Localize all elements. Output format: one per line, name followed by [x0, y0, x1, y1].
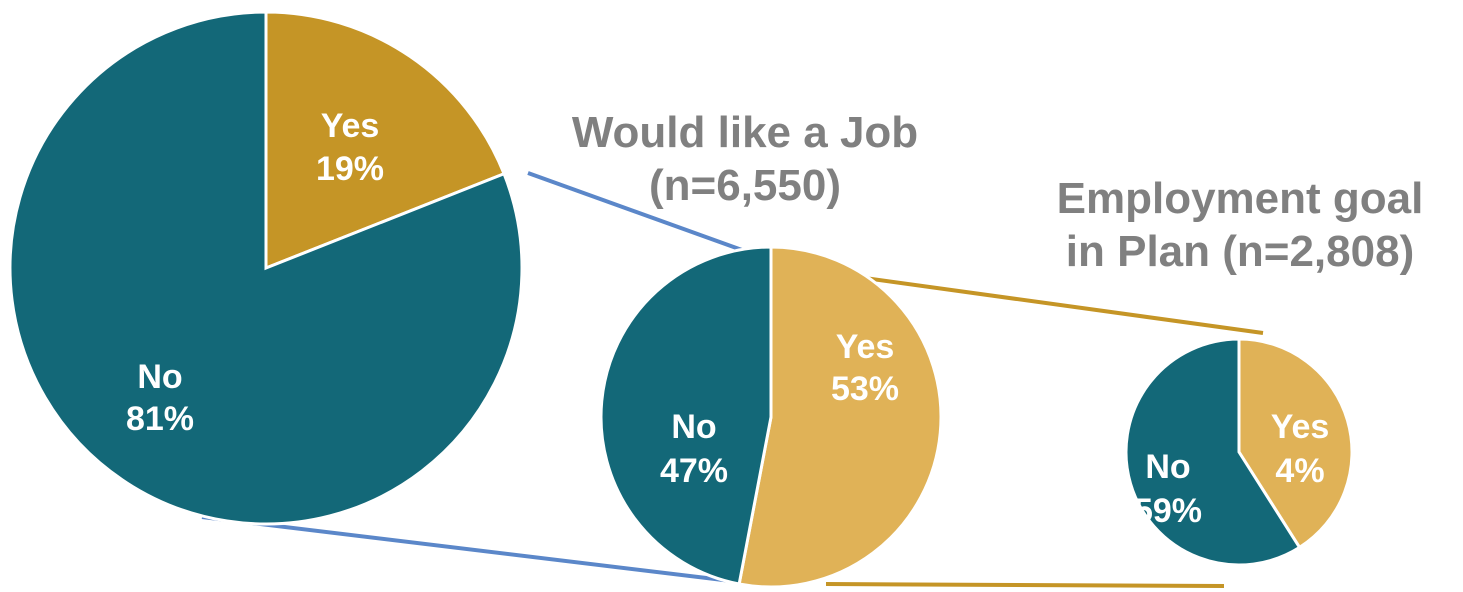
slice-percent-no: 81% — [126, 400, 194, 438]
pie-slice-no — [8, 10, 524, 526]
chart-subtitle-would-like-job: (n=6,550) — [649, 161, 841, 210]
slice-percent-yes: 53% — [831, 370, 899, 408]
slice-percent-no: 47% — [660, 452, 728, 490]
slice-label-yes: Yes — [1271, 408, 1330, 446]
chart-title-would-like-job: Would like a Job — [572, 108, 918, 157]
connector-line-bottom-blue — [201, 515, 749, 585]
pie-slice-yes — [264, 10, 506, 271]
pie-chart-employment-goal: Yes 4% No 59% — [1124, 337, 1354, 567]
pie-chart-overall: Yes 19% No 81% — [8, 10, 524, 526]
slice-label-no: No — [137, 358, 182, 396]
slice-label-yes: Yes — [836, 328, 895, 366]
chart-title-employment-goal: Employment goal — [1057, 174, 1424, 223]
slice-percent-no: 59% — [1134, 492, 1202, 530]
slice-label-no: No — [671, 408, 716, 446]
slice-percent-yes: 19% — [316, 150, 384, 188]
slice-percent-yes: 4% — [1275, 452, 1324, 490]
slice-label-no: No — [1145, 448, 1190, 486]
pie-chart-would-like-job: Yes 53% No 47% — [599, 245, 943, 589]
slice-label-yes: Yes — [321, 107, 380, 145]
pie-slice-no — [599, 245, 773, 586]
pie-slice-no — [1124, 337, 1302, 567]
connector-line-bottom-gold — [825, 582, 1225, 588]
pie-slice-yes — [737, 245, 943, 589]
chart-subtitle-employment-goal: in Plan (n=2,808) — [1066, 227, 1414, 276]
